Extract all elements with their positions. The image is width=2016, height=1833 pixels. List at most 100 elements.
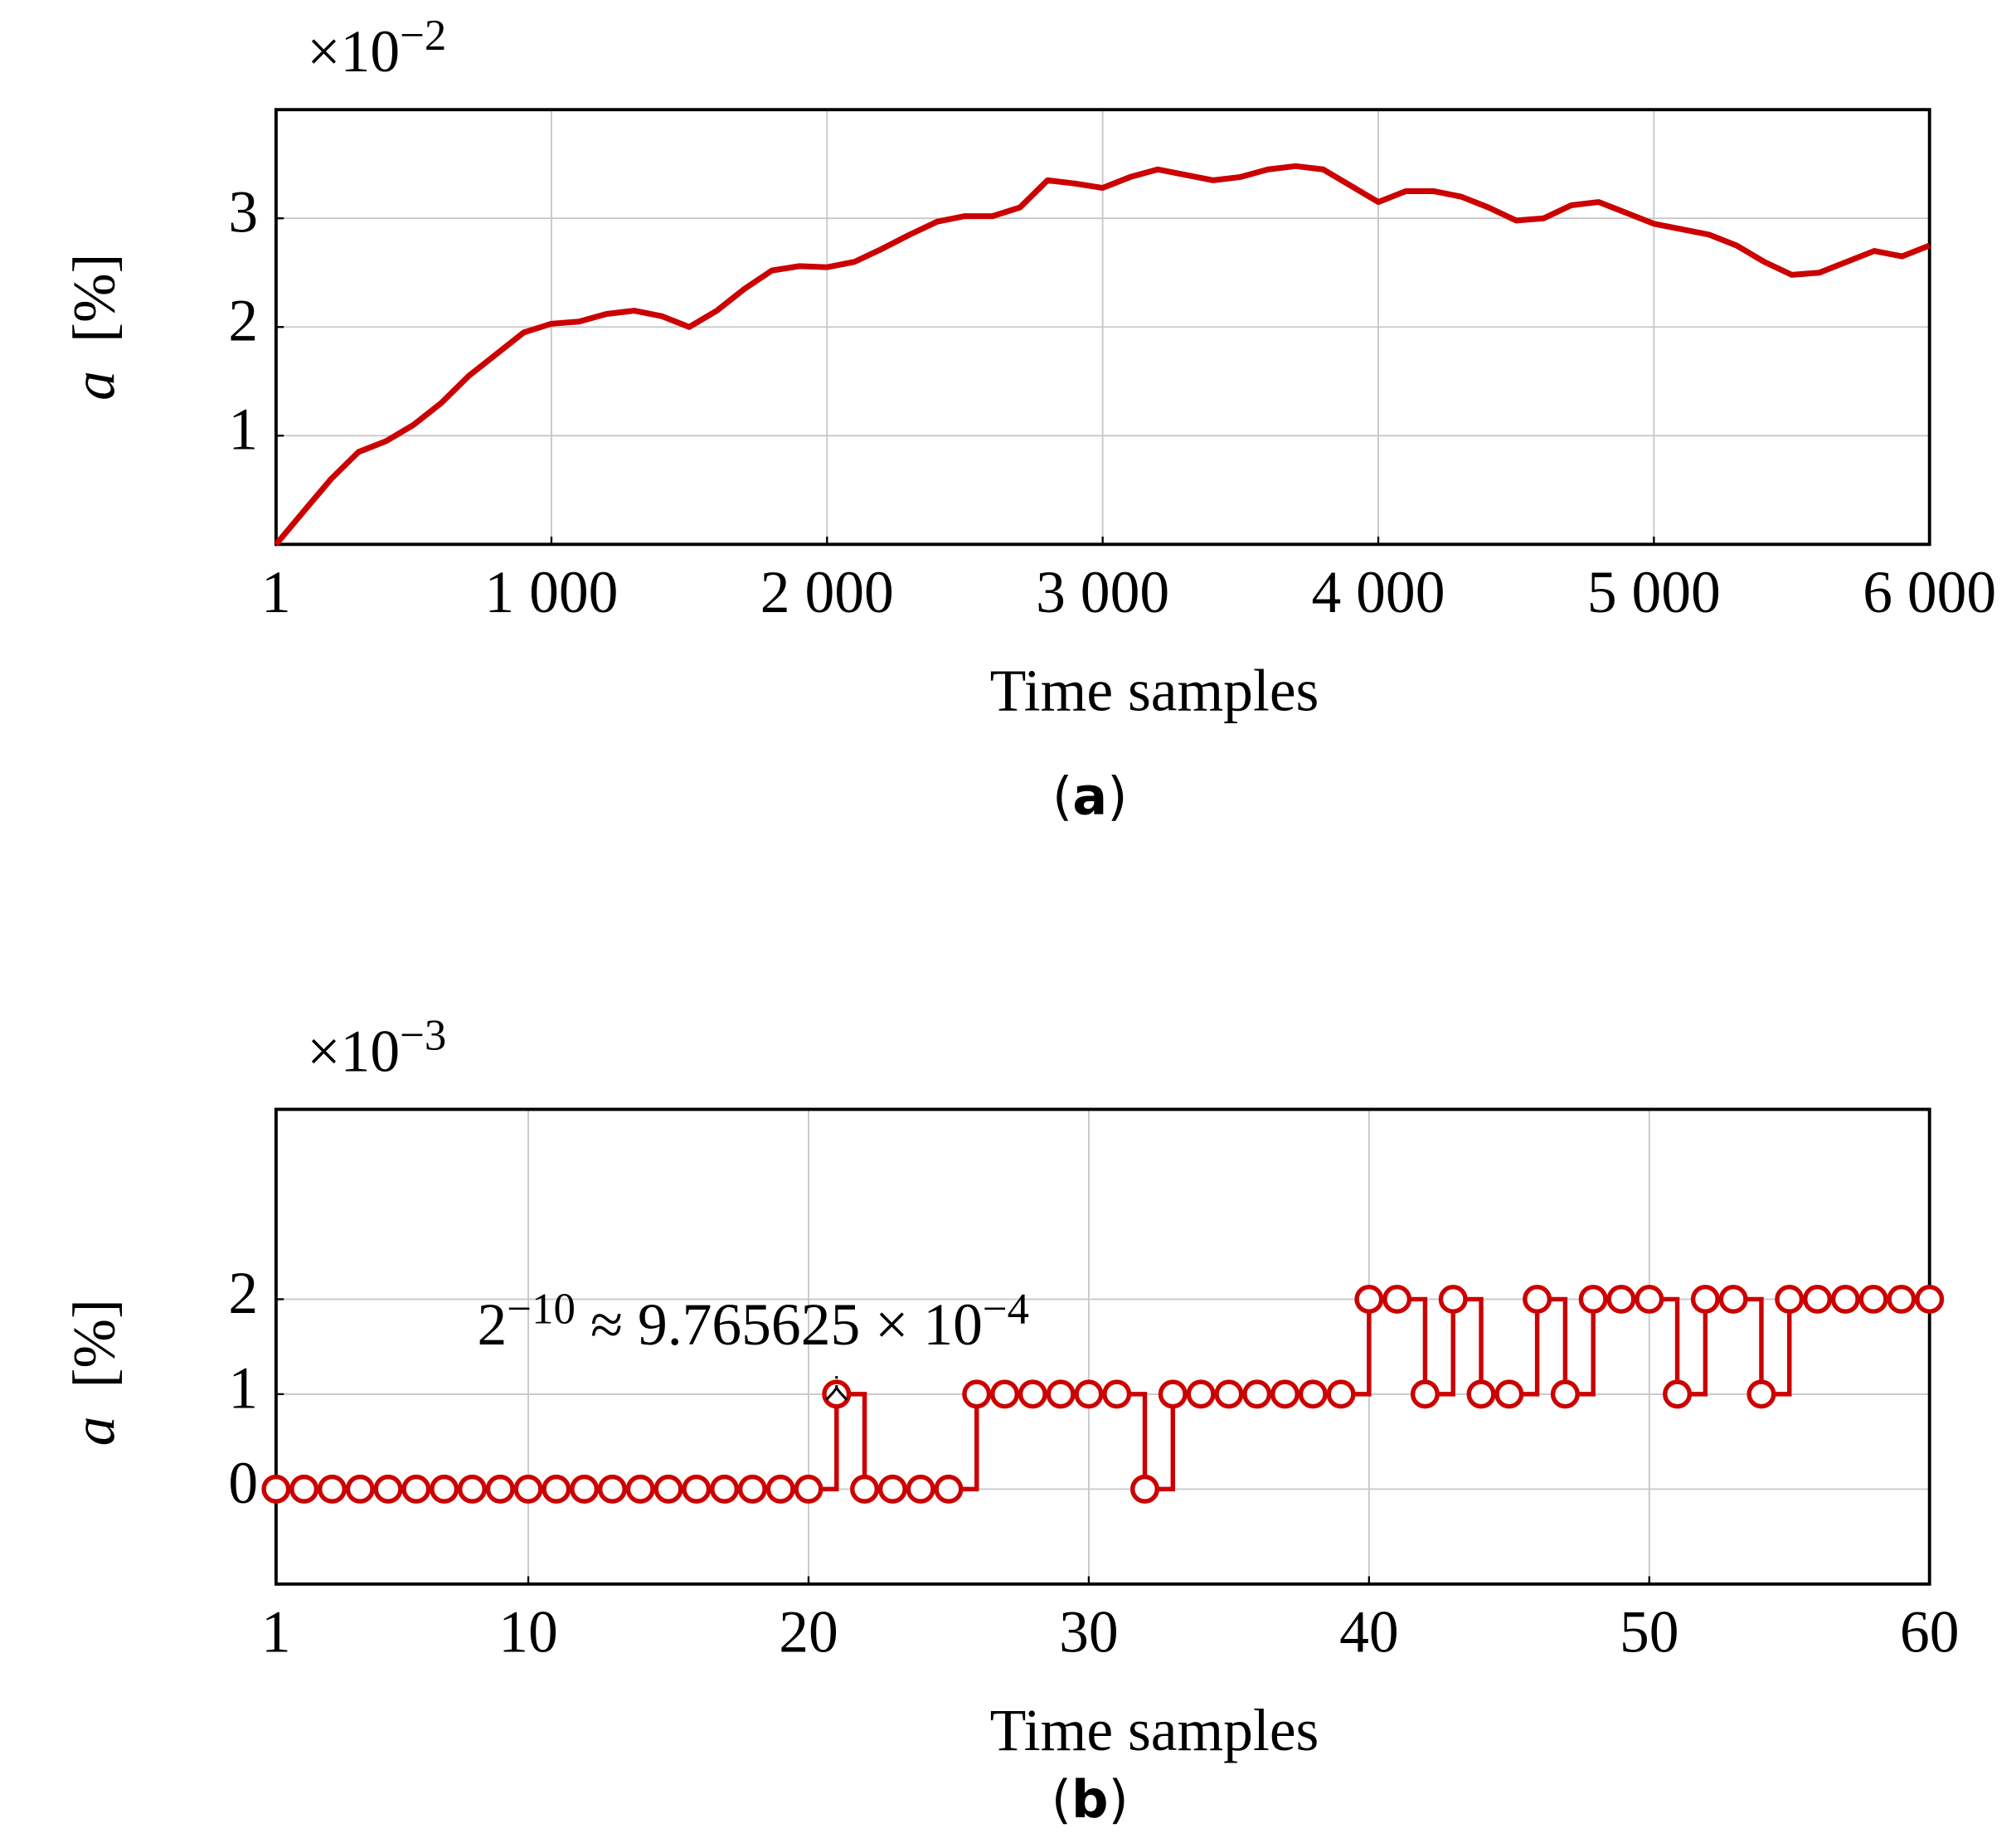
data-point — [570, 1474, 600, 1504]
multiplier-exp: −2 — [400, 12, 446, 60]
x-tick-label: 30 — [1059, 1600, 1119, 1665]
data-point — [1186, 1379, 1216, 1409]
data-point — [906, 1474, 935, 1504]
data-point — [1214, 1379, 1244, 1409]
y-tick-label: 1 — [228, 1355, 258, 1421]
data-point — [317, 1474, 347, 1504]
data-point — [401, 1474, 431, 1504]
data-point — [1803, 1284, 1833, 1314]
axis-multiplier: ×10−2 — [307, 12, 446, 85]
x-tick-label: 20 — [779, 1600, 838, 1665]
data-point — [1130, 1474, 1159, 1504]
data-point — [1550, 1379, 1580, 1409]
data-point — [1718, 1284, 1748, 1314]
x-tick-label: 5 000 — [1587, 560, 1721, 625]
data-point — [1494, 1379, 1524, 1409]
data-point — [1466, 1379, 1496, 1409]
caption-letter: a — [1072, 766, 1107, 826]
x-tick-label: 1 000 — [484, 560, 618, 625]
x-tick-label: 10 — [498, 1600, 558, 1665]
caption: (a) — [1052, 766, 1128, 826]
multiplier-exp: −3 — [400, 1012, 446, 1060]
y-tick-label: 1 — [228, 397, 258, 463]
x-tick-label: 1 — [261, 560, 291, 625]
y-tick-label: 3 — [228, 180, 258, 246]
annotation: 2−10 ≈ 9.765625 × 10−4 — [478, 1286, 1030, 1359]
data-point — [1606, 1284, 1636, 1314]
annotation-exp: −10 — [507, 1286, 576, 1334]
y-axis-label: a [%] — [62, 254, 128, 401]
data-point — [1018, 1379, 1047, 1409]
data-point — [373, 1474, 403, 1504]
data-point — [485, 1474, 515, 1504]
y-tick-label: 2 — [228, 289, 258, 354]
data-point — [261, 1474, 291, 1504]
data-point — [990, 1379, 1020, 1409]
x-tick-label: 50 — [1620, 1600, 1679, 1665]
data-point — [597, 1474, 627, 1504]
arrow-head — [825, 1386, 848, 1401]
y-label-unit: [%] — [62, 254, 128, 343]
plot-frame — [274, 108, 1931, 547]
caption-paren: ) — [1107, 766, 1127, 826]
data-point — [682, 1474, 712, 1504]
axis-multiplier: ×10−3 — [307, 1012, 446, 1085]
plot-frame — [274, 1107, 1931, 1586]
multiplier-base: ×10 — [307, 1019, 400, 1085]
caption-paren: ( — [1052, 1769, 1071, 1830]
x-axis-label: Time samples — [990, 1698, 1319, 1763]
data-point — [345, 1474, 375, 1504]
data-point — [822, 1379, 852, 1409]
data-point — [1102, 1379, 1132, 1409]
y-axis-label: a [%] — [62, 1299, 128, 1446]
data-point — [1354, 1284, 1384, 1314]
annotation-base: 2 — [478, 1293, 508, 1359]
data-point — [625, 1474, 655, 1504]
data-point — [542, 1474, 571, 1504]
data-point — [934, 1474, 964, 1504]
caption-paren: ) — [1109, 1769, 1129, 1830]
data-point — [962, 1379, 992, 1409]
x-tick-label: 40 — [1339, 1600, 1399, 1665]
y-tick-label: 0 — [228, 1451, 258, 1516]
data-point — [1298, 1379, 1328, 1409]
data-point — [430, 1474, 459, 1504]
x-tick-label: 3 000 — [1036, 560, 1169, 625]
data-line — [274, 163, 1931, 547]
data-point — [1046, 1379, 1076, 1409]
data-point — [1410, 1379, 1440, 1409]
data-point — [1775, 1284, 1805, 1314]
data-point — [1326, 1379, 1356, 1409]
annotation-exp: −4 — [983, 1286, 1029, 1334]
annotation-text: ≈ 9.765625 × 10 — [576, 1293, 983, 1359]
data-point — [457, 1474, 487, 1504]
data-point — [850, 1474, 880, 1504]
x-tick-label: 60 — [1900, 1600, 1960, 1665]
data-point — [765, 1474, 795, 1504]
x-tick-label: 1 — [261, 1600, 291, 1665]
data-point — [710, 1474, 740, 1504]
x-tick-label: 6 000 — [1863, 560, 1996, 625]
caption-letter: b — [1071, 1769, 1109, 1830]
data-point — [794, 1474, 823, 1504]
data-point — [513, 1474, 543, 1504]
data-point — [1635, 1284, 1664, 1314]
x-tick-label: 2 000 — [760, 560, 894, 625]
data-point — [1242, 1379, 1272, 1409]
data-point — [1830, 1284, 1860, 1314]
x-tick-label: 4 000 — [1312, 560, 1445, 625]
data-point — [1915, 1284, 1945, 1314]
y-tick-label: 2 — [228, 1261, 258, 1326]
data-point — [1158, 1379, 1188, 1409]
data-point — [877, 1474, 907, 1504]
multiplier-base: ×10 — [307, 19, 400, 85]
data-point — [653, 1474, 683, 1504]
data-point — [1270, 1379, 1299, 1409]
data-point — [1382, 1284, 1412, 1314]
data-point — [1663, 1379, 1693, 1409]
caption-paren: ( — [1052, 766, 1072, 826]
x-axis-label: Time samples — [990, 658, 1319, 723]
data-point — [1887, 1284, 1916, 1314]
data-point — [1858, 1284, 1888, 1314]
